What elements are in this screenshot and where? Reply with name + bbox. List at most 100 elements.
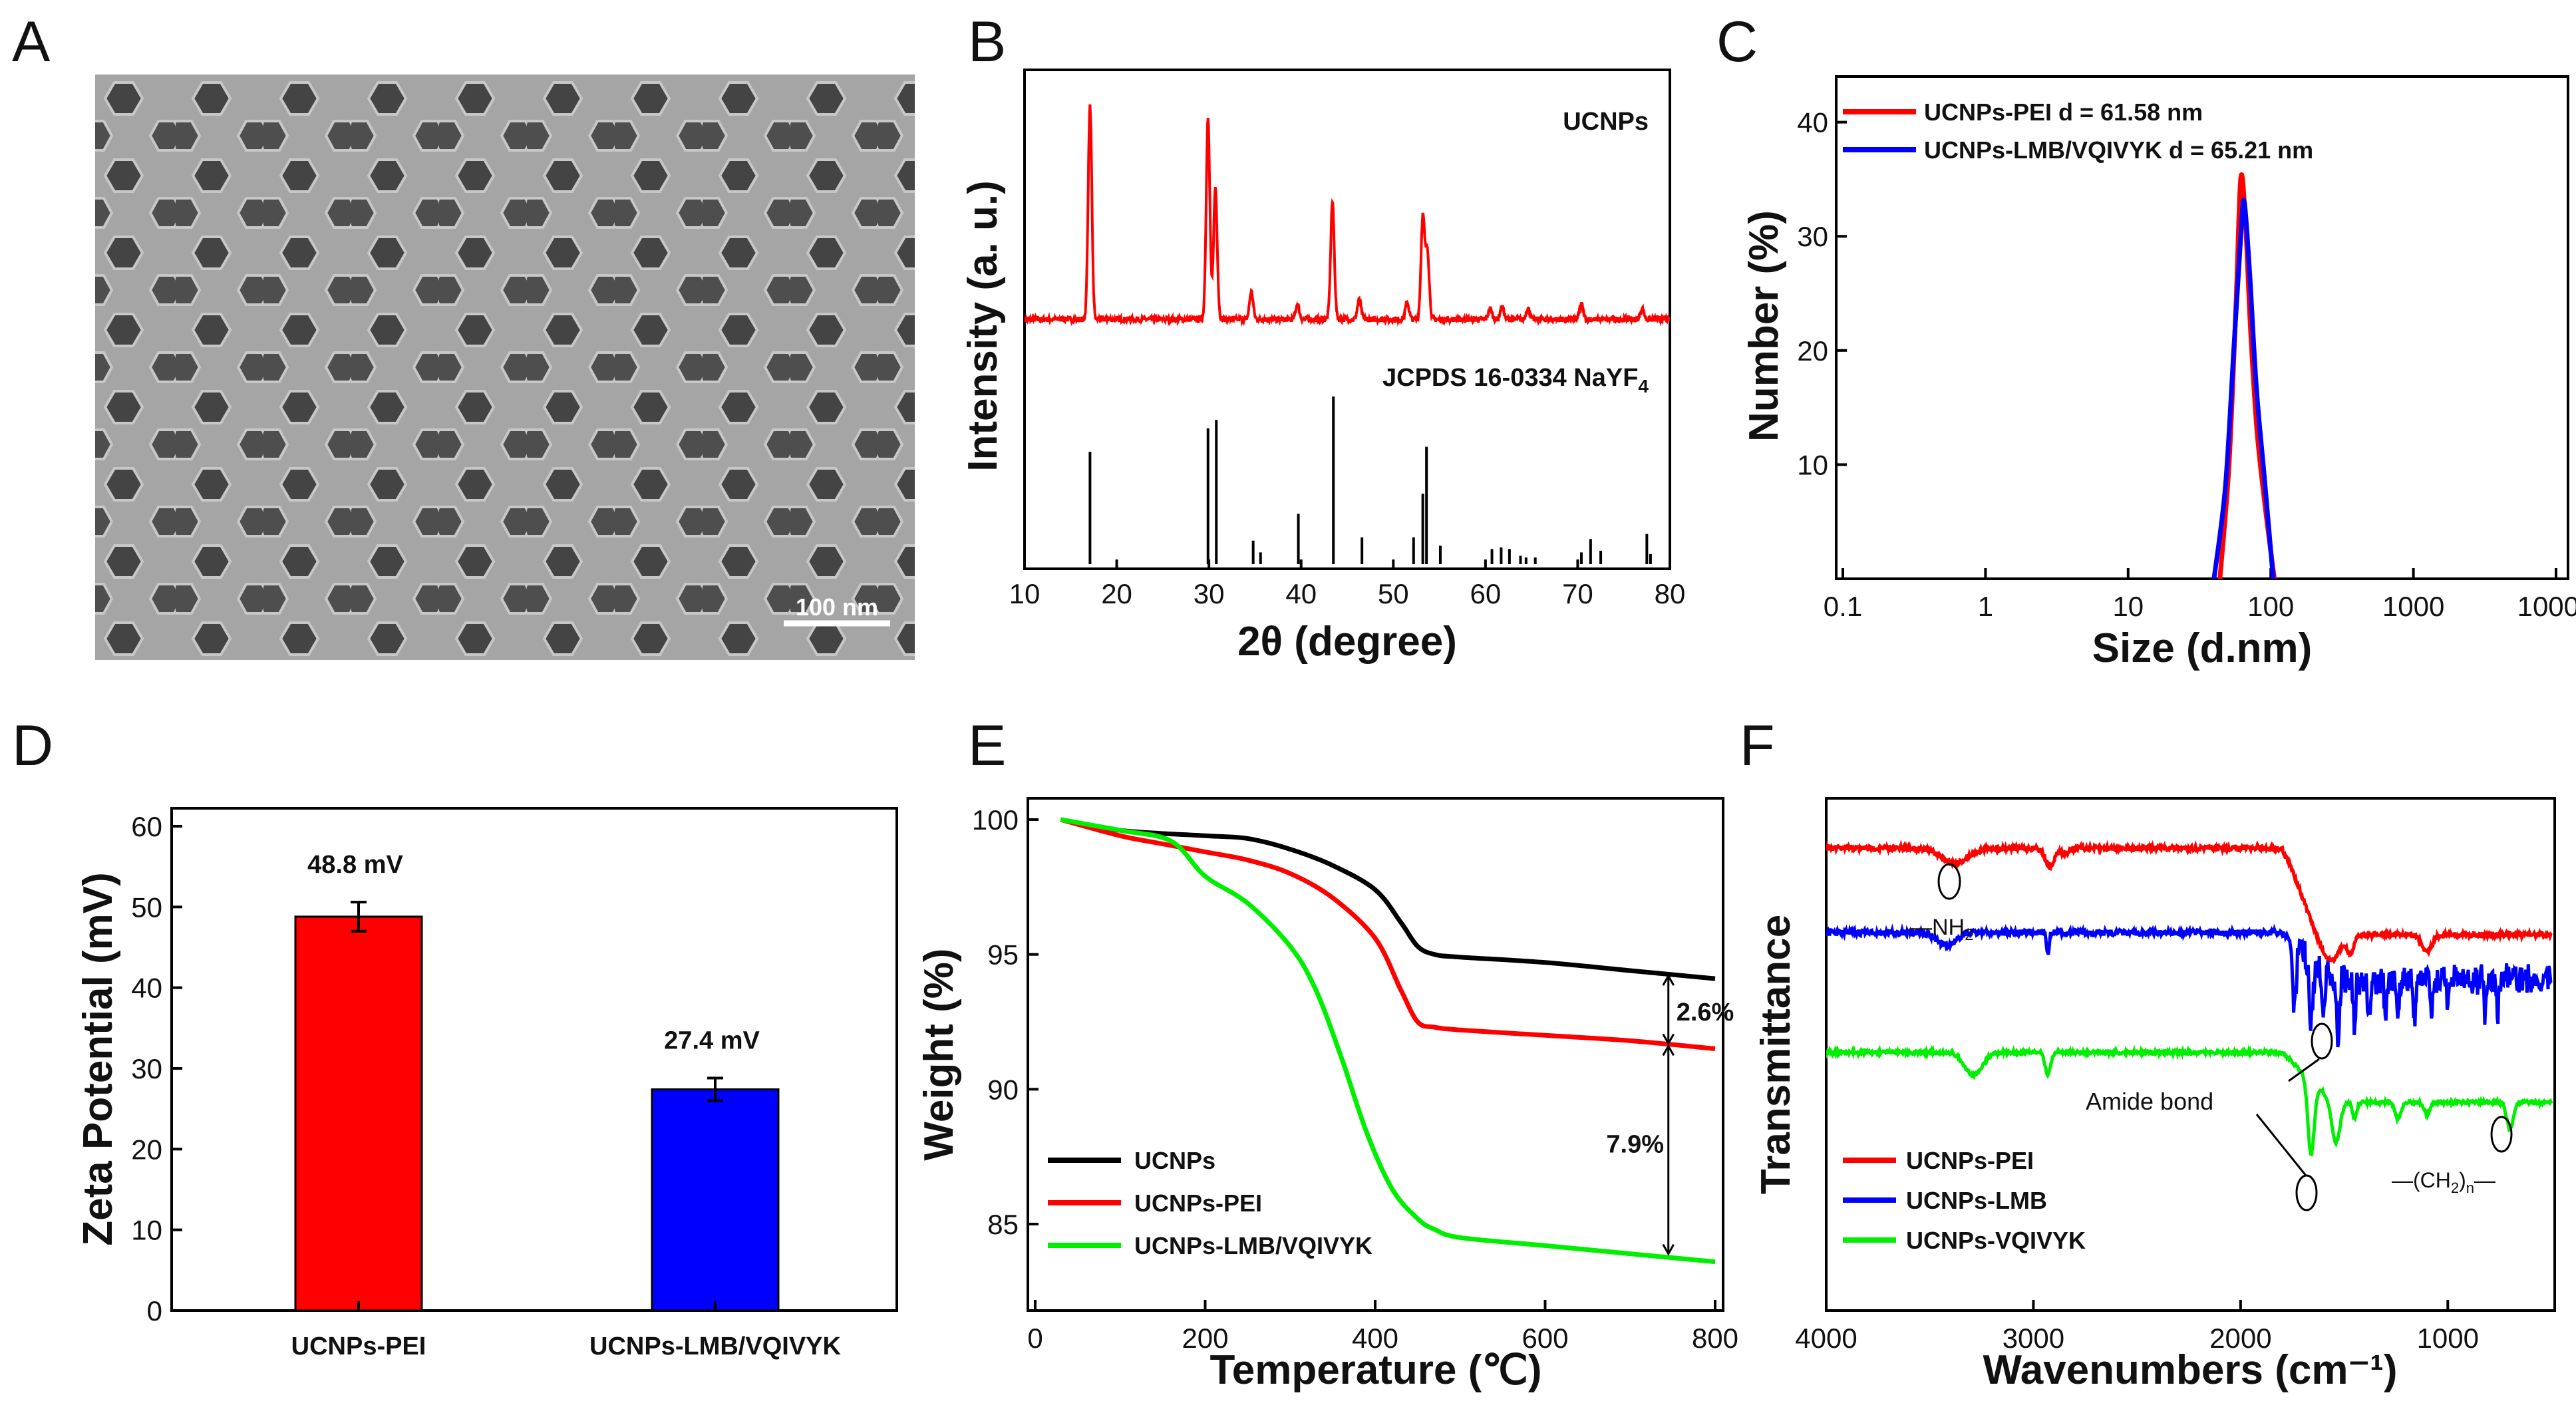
x-tick-label-e-4: 800 bbox=[1692, 1323, 1738, 1354]
y-tick-label-d-3: 30 bbox=[131, 1053, 162, 1084]
xrd-pattern-ucnps bbox=[1025, 104, 1670, 327]
amide-marker-bottom bbox=[2295, 1174, 2318, 1211]
x-tick-label-c-4: 1000 bbox=[2382, 591, 2444, 622]
legend-e: UCNPs UCNPs-PEI UCNPs-LMB/VQIVYK bbox=[1048, 1147, 1372, 1259]
y-tick-label-d-1: 10 bbox=[131, 1215, 162, 1246]
ftir-line-0 bbox=[1826, 839, 2553, 965]
x-axis-label-c: Size (d.nm) bbox=[2092, 625, 2313, 671]
y-axis-label-d: Zeta Potential (mV) bbox=[75, 872, 121, 1246]
amide-marker-top bbox=[2311, 1022, 2333, 1060]
y-tick-label-d-0: 0 bbox=[147, 1295, 162, 1327]
bar-1 bbox=[651, 1088, 780, 1312]
tga-line-0 bbox=[1060, 817, 1716, 981]
legend-label-f-2: UCNPs-VQIVYK bbox=[1906, 1227, 2086, 1254]
x-axis-label-f: Wavenumbers (cm⁻¹) bbox=[1983, 1347, 2398, 1393]
nh2-marker bbox=[1937, 863, 1961, 900]
x-tick-label-b-4: 50 bbox=[1378, 578, 1409, 609]
dls-line-1 bbox=[2211, 198, 2276, 579]
x-tick-label-b-6: 70 bbox=[1562, 578, 1593, 609]
y-tick-label-e-1: 90 bbox=[987, 1074, 1019, 1105]
panel-label-f: F bbox=[1740, 714, 1775, 778]
bar-value-label-0: 48.8 mV bbox=[307, 851, 403, 879]
x-axis-label-e: Temperature (℃) bbox=[1209, 1347, 1541, 1393]
amide-label: Amide bond bbox=[2086, 1088, 2213, 1115]
x-tick-label-c-2: 10 bbox=[2112, 591, 2144, 622]
tga-line-1 bbox=[1060, 817, 1716, 1051]
plot-frame-d bbox=[170, 807, 898, 1312]
x-tick-label-c-3: 100 bbox=[2247, 591, 2294, 622]
xrd-sample-label: UCNPs bbox=[1563, 108, 1649, 136]
y-tick-label-d-2: 20 bbox=[131, 1134, 162, 1165]
legend-label-f-0: UCNPs-PEI bbox=[1906, 1147, 2034, 1174]
panel-label-d: D bbox=[12, 714, 53, 778]
y-tick-label-e-3: 100 bbox=[972, 804, 1019, 836]
chart-c: 0.1 1 10 100 1000 10000 10 20 30 40 UCNPs-PEI d =… bbox=[1741, 75, 2576, 671]
ch2-marker bbox=[2490, 1116, 2513, 1153]
y-tick-label-e-0: 85 bbox=[987, 1209, 1019, 1240]
loss-label-2: 7.9% bbox=[1606, 1130, 1664, 1158]
chart-d: 0 10 20 30 40 50 60 48.8 mV UCNPs-PEI 27.4 mV UCN… bbox=[75, 807, 898, 1360]
y-axis-label-c: Number (%) bbox=[1741, 210, 1787, 442]
category-label-0: UCNPs-PEI bbox=[291, 1333, 426, 1360]
ftir-annotations: —NH2 Amide bond —(CH2)n— bbox=[1909, 863, 2513, 1211]
x-tick-label-b-2: 30 bbox=[1194, 578, 1225, 609]
x-tick-label-e-2: 400 bbox=[1352, 1323, 1398, 1354]
x-tick-label-b-0: 10 bbox=[1009, 578, 1041, 609]
x-tick-label-f-2: 2000 bbox=[2209, 1323, 2271, 1354]
x-tick-label-e-1: 200 bbox=[1182, 1323, 1228, 1354]
plot-frame-c bbox=[1835, 75, 2569, 580]
legend-label-e-0: UCNPs bbox=[1134, 1147, 1215, 1174]
ftir-line-2 bbox=[1826, 1044, 2553, 1157]
nh2-label: —NH2 bbox=[1909, 915, 1973, 944]
chart-e: 0 200 400 600 800 85 90 95 100 2.6% 7.9% UCNPs UC… bbox=[916, 797, 1738, 1393]
bar-0 bbox=[294, 915, 423, 1312]
x-axis-label-b: 2θ (degree) bbox=[1237, 619, 1457, 665]
tem-image: 100 nm bbox=[95, 75, 915, 660]
x-tick-label-b-1: 20 bbox=[1101, 578, 1132, 609]
x-tick-label-f-1: 3000 bbox=[2003, 1323, 2064, 1354]
xrd-reference-label: JCPDS 16-0334 NaYF4 bbox=[1382, 364, 1649, 396]
legend-label-c-1: UCNPs-LMB/VQIVYK d = 65.21 nm bbox=[1924, 136, 2313, 164]
y-tick-label-e-2: 95 bbox=[987, 939, 1019, 971]
loss-label-1: 2.6% bbox=[1677, 999, 1734, 1026]
amide-pointer-2 bbox=[2255, 1114, 2307, 1176]
y-tick-label-d-6: 60 bbox=[131, 811, 162, 842]
panel-label-e: E bbox=[968, 714, 1006, 778]
ch2-label: —(CH2)n— bbox=[2392, 1168, 2496, 1196]
y-axis-label-f: Transmittance bbox=[1753, 915, 1799, 1194]
loss-arrowheads-2 bbox=[1662, 1044, 1675, 1256]
x-tick-label-e-3: 600 bbox=[1522, 1323, 1568, 1354]
x-tick-label-c-1: 1 bbox=[1978, 591, 1993, 622]
legend-label-e-1: UCNPs-PEI bbox=[1134, 1189, 1262, 1217]
chart-f: 4000 3000 2000 1000 —NH2 Amide bond —(CH2)n… bbox=[1753, 797, 2556, 1393]
amide-pointer-1 bbox=[2288, 1058, 2320, 1082]
y-axis-label-e: Weight (%) bbox=[916, 948, 962, 1160]
plot-frame-e bbox=[1027, 797, 1724, 1312]
legend-c: UCNPs-PEI d = 61.58 nm UCNPs-LMB/VQIVYK … bbox=[1843, 98, 2313, 164]
x-tick-label-b-5: 60 bbox=[1470, 578, 1501, 609]
panel-label-a: A bbox=[12, 10, 51, 74]
x-tick-label-f-3: 1000 bbox=[2417, 1323, 2479, 1354]
y-tick-label-d-5: 50 bbox=[131, 891, 162, 923]
legend-label-f-1: UCNPs-LMB bbox=[1906, 1187, 2047, 1214]
y-tick-label-c-0: 10 bbox=[1797, 449, 1828, 480]
tga-line-2 bbox=[1060, 817, 1716, 1265]
panel-label-c: C bbox=[1716, 10, 1758, 74]
ftir-line-1 bbox=[1826, 923, 2553, 1048]
x-tick-label-e-0: 0 bbox=[1027, 1323, 1043, 1354]
x-tick-label-b-7: 80 bbox=[1655, 578, 1686, 609]
loss-arrowheads-1 bbox=[1662, 974, 1675, 1046]
scale-bar-label: 100 nm bbox=[796, 593, 878, 621]
chart-b: 10 20 30 40 50 60 70 80 UCNPs JCPDS 16-0334 NaY… bbox=[960, 69, 1686, 665]
y-tick-label-c-1: 20 bbox=[1797, 335, 1828, 367]
bar-value-label-1: 27.4 mV bbox=[664, 1027, 760, 1055]
x-tick-label-f-0: 4000 bbox=[1795, 1323, 1857, 1354]
y-tick-label-c-2: 30 bbox=[1797, 221, 1828, 252]
y-tick-label-c-3: 40 bbox=[1797, 107, 1828, 138]
category-label-1: UCNPs-LMB/VQIVYK bbox=[589, 1333, 841, 1360]
panel-label-b: B bbox=[968, 10, 1006, 74]
legend-f: UCNPs-PEI UCNPs-LMB UCNPs-VQIVYK bbox=[1843, 1147, 2086, 1254]
legend-label-c-0: UCNPs-PEI d = 61.58 nm bbox=[1924, 98, 2203, 126]
x-tick-label-b-3: 40 bbox=[1285, 578, 1317, 609]
